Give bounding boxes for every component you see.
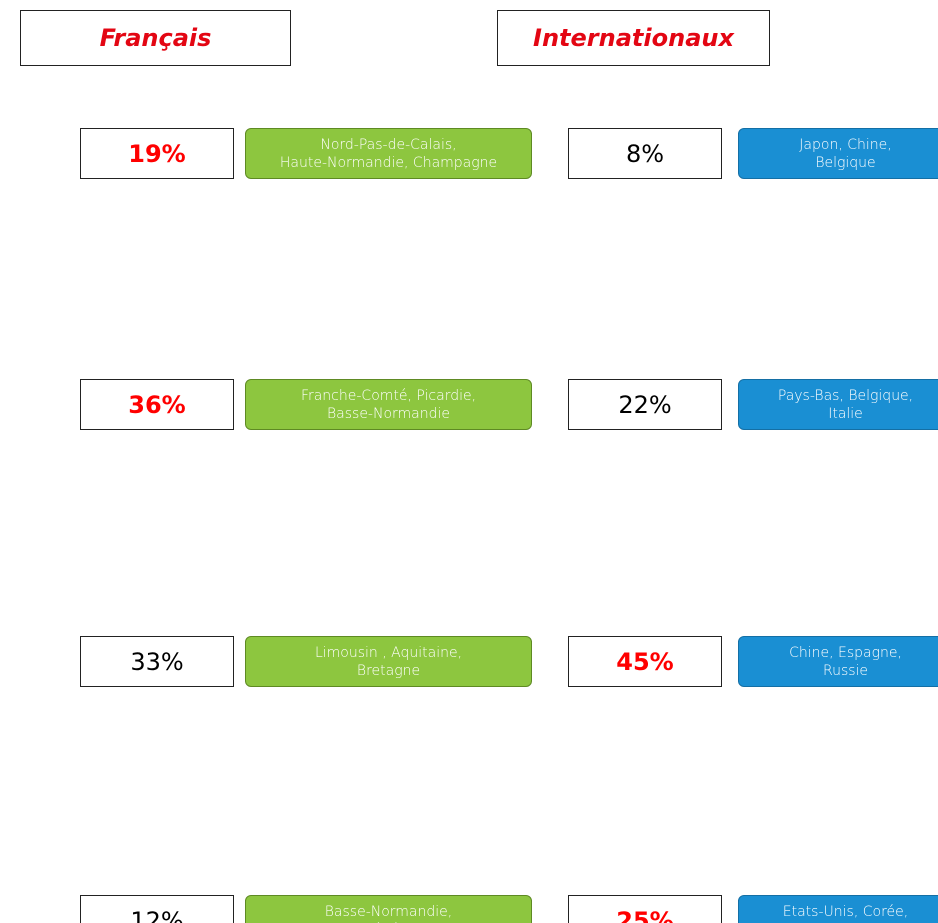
header-international: Internationaux xyxy=(497,10,770,66)
region-box: Etats-Unis, Corée,Royaume-Uni xyxy=(738,895,938,923)
percentage-box: 45% xyxy=(568,636,722,687)
percentage-box: 12% xyxy=(80,895,234,923)
region-box: Chine, Espagne, Russie xyxy=(738,636,938,687)
percentage-box: 36% xyxy=(80,379,234,430)
region-line: Royaume-Uni xyxy=(799,921,893,923)
region-line: Franche-Comté, Picardie, xyxy=(300,387,477,404)
region-line: Basse-Normandie xyxy=(326,405,451,422)
region-line: Belgique xyxy=(815,154,876,171)
region-line: Haute-Normandie, Champagne xyxy=(279,154,498,171)
region-line: Bretagne xyxy=(356,662,421,679)
region-box: Pays-Bas, Belgique, Italie xyxy=(738,379,938,430)
region-line: Chine, Espagne, xyxy=(789,644,902,661)
region-line: Basse-Normandie, xyxy=(324,903,453,920)
region-line: Etats-Unis, Corée, xyxy=(782,903,909,920)
percentage-box: 8% xyxy=(568,128,722,179)
region-line: Nord-Pas-de-Calais, xyxy=(320,136,457,153)
region-line: Midi-Pyrénées, PACA xyxy=(317,921,460,923)
percentage-box: 33% xyxy=(80,636,234,687)
percentage-box: 25% xyxy=(568,895,722,923)
region-line: Limousin , Aquitaine, xyxy=(314,644,463,661)
region-box: Basse-Normandie,Midi-Pyrénées, PACA xyxy=(245,895,532,923)
header-francais: Français xyxy=(20,10,291,66)
percentage-box: 19% xyxy=(80,128,234,179)
region-line: Russie xyxy=(822,662,869,679)
region-line: Japon, Chine, xyxy=(799,136,892,153)
region-box: Limousin , Aquitaine, Bretagne xyxy=(245,636,532,687)
region-box: Nord-Pas-de-Calais, Haute-Normandie, Cham… xyxy=(245,128,532,179)
region-line: Italie xyxy=(828,405,863,422)
region-box: Japon, Chine, Belgique xyxy=(738,128,938,179)
region-line: Pays-Bas, Belgique, xyxy=(777,387,914,404)
region-box: Franche-Comté, Picardie, Basse-Normandie xyxy=(245,379,532,430)
percentage-box: 22% xyxy=(568,379,722,430)
